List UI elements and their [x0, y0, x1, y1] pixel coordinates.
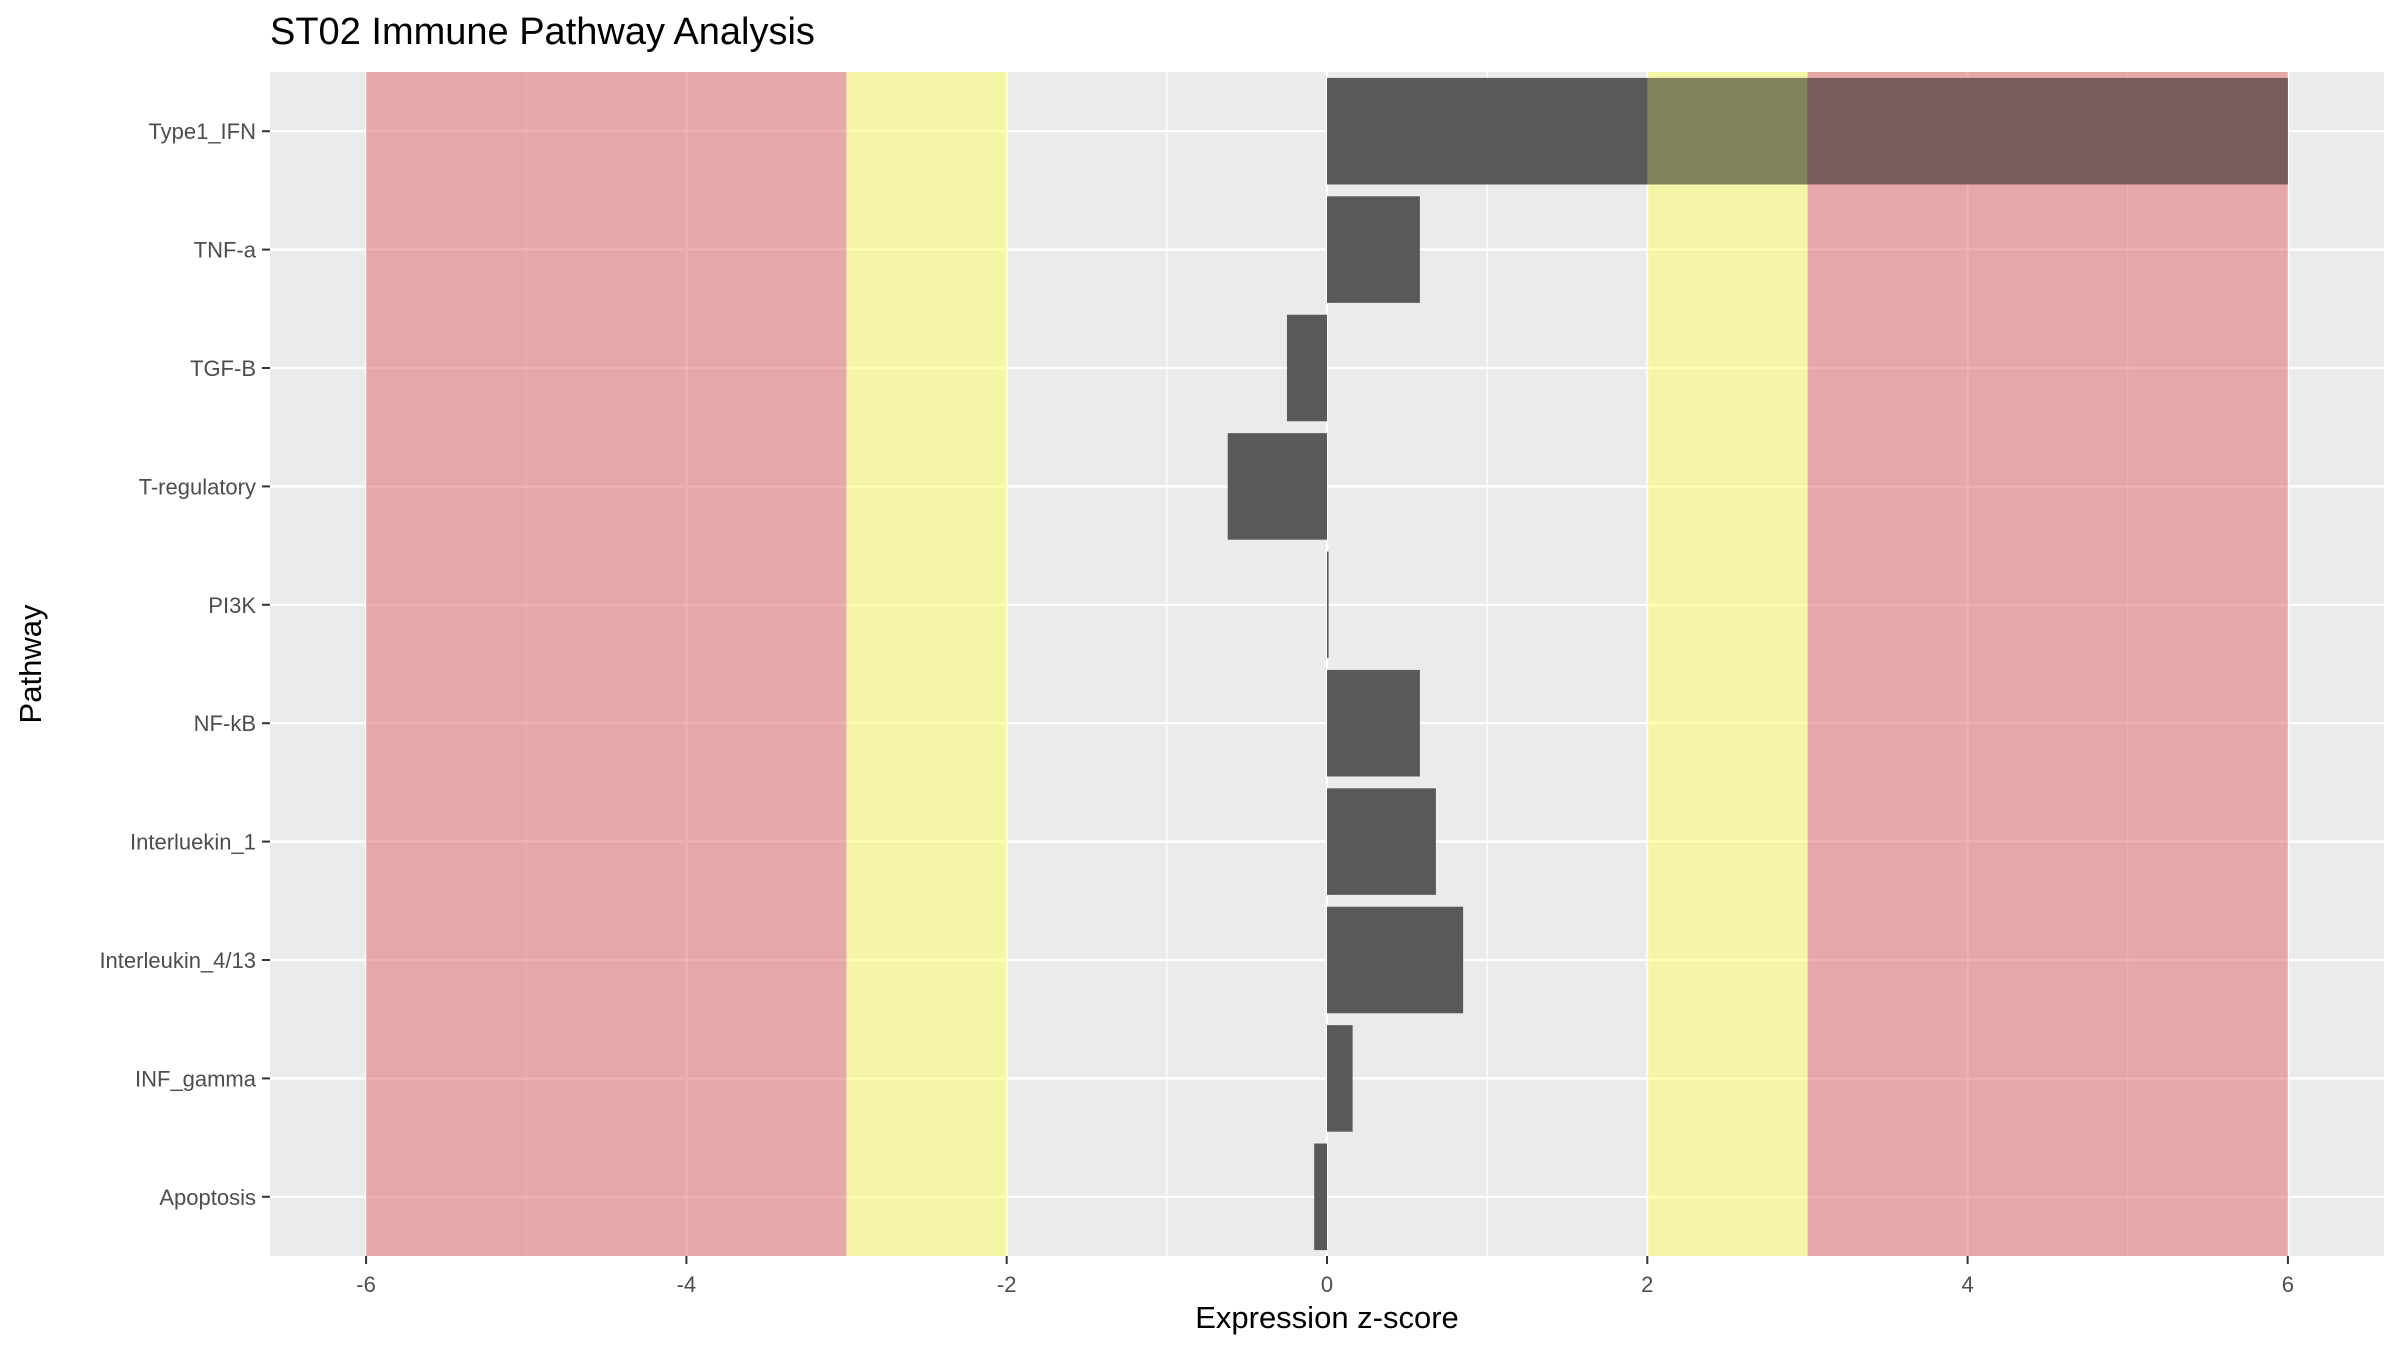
x-tick-label: -2 — [997, 1272, 1017, 1297]
threshold-bands — [366, 72, 2288, 1256]
x-tick-label: 0 — [1321, 1272, 1333, 1297]
x-tick-label: -4 — [677, 1272, 697, 1297]
y-tick-label-type1-ifn: Type1_IFN — [148, 119, 256, 144]
y-axis: Type1_IFN TNF-a TGF-B T-regulatory PI3K NF-kB… — [99, 119, 270, 1210]
band-3 — [1807, 72, 2288, 1256]
y-tick-label-t-regulatory: T-regulatory — [139, 474, 256, 499]
bar-apoptosis — [1314, 1143, 1327, 1251]
minor-gridlines — [525, 72, 2129, 1256]
x-tick-label: 4 — [1961, 1272, 1973, 1297]
x-tick-label: -6 — [356, 1272, 376, 1297]
y-axis-title: Pathway — [13, 604, 48, 723]
x-tick-label: 6 — [2282, 1272, 2294, 1297]
bar-t-regulatory — [1227, 433, 1327, 540]
band-overlay-0 — [366, 72, 847, 1256]
y-tick-label-apoptosis: Apoptosis — [159, 1185, 256, 1210]
bar-tgf-b — [1286, 314, 1327, 422]
bar-inf-gamma — [1327, 1025, 1353, 1132]
y-tick-label-pi3k: PI3K — [208, 593, 256, 618]
x-tick-label: 2 — [1641, 1272, 1653, 1297]
bars — [366, 72, 2288, 1256]
band-2 — [1647, 72, 1808, 1256]
x-axis-title: Expression z-score — [1195, 1300, 1459, 1335]
band-overlay-2 — [1647, 72, 1808, 1256]
y-tick-label-nf-kb: NF-kB — [194, 711, 256, 736]
y-tick-label-interluekin-1: Interluekin_1 — [130, 830, 256, 855]
y-tick-label-tnf-a: TNF-a — [194, 238, 257, 263]
band-0 — [366, 72, 847, 1256]
y-tick-label-tgf-b: TGF-B — [190, 356, 256, 381]
y-tick-label-inf-gamma: INF_gamma — [135, 1066, 257, 1091]
y-tick-label-interleukin-4-13: Interleukin_4/13 — [99, 948, 256, 973]
bar-nf-kb — [1327, 669, 1420, 777]
bar-type1-ifn — [1327, 77, 2288, 185]
bar-interleukin-4-13 — [1327, 906, 1464, 1014]
band-overlay-1 — [846, 72, 1007, 1256]
band-1 — [846, 72, 1007, 1256]
bar-pi3k — [1327, 551, 1329, 659]
bar-interluekin-1 — [1327, 788, 1436, 895]
band-overlay-3 — [1807, 72, 2288, 1256]
bar-tnf-a — [1327, 196, 1420, 303]
chart-title: ST02 Immune Pathway Analysis — [270, 11, 815, 53]
x-axis: -6 -4 -2 0 2 4 6 — [356, 1256, 2294, 1297]
